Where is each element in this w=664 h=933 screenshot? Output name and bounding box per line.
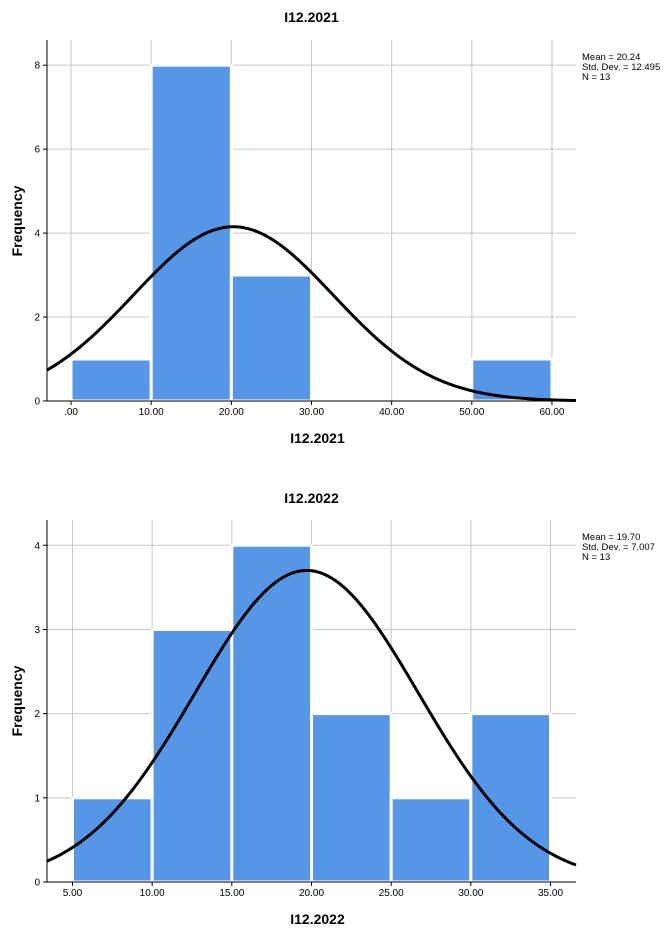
x-tick-label: 5.00 [63, 888, 83, 899]
y-tick-label: 3 [34, 625, 40, 636]
x-tick-label: 15.00 [219, 888, 244, 899]
histogram-bar [69, 357, 153, 403]
y-tick-label: 6 [34, 145, 40, 156]
stats-line: Std. Dev. = 12.495 [582, 62, 660, 73]
x-tick-label: 40.00 [379, 407, 404, 418]
x-tick-label: 25.00 [379, 888, 404, 899]
chart-title: I12.2022 [284, 490, 339, 506]
y-tick-label: 2 [34, 313, 40, 324]
y-tick-label: 2 [34, 709, 40, 720]
histogram-bar [310, 712, 393, 884]
x-tick-label: 60.00 [539, 407, 564, 418]
stats-line: Std. Dev. = 7.007 [582, 542, 655, 553]
histogram-bar [469, 712, 553, 884]
chart-title: I12.2021 [284, 9, 339, 25]
y-tick-label: 1 [34, 793, 40, 804]
histogram-bar [229, 273, 313, 403]
x-tick-label: 30.00 [458, 888, 483, 899]
x-tick-label: 50.00 [459, 407, 484, 418]
x-tick-label: .00 [64, 407, 78, 418]
histogram-bar [149, 63, 233, 403]
x-tick-label: 10.00 [140, 888, 165, 899]
histogram-i12-2022: 5.00 10.00 15.00 20.00 25.00 30.00 35.00 0 1 2 3 4 I… [9, 490, 655, 927]
x-tick-label: 30.00 [299, 407, 324, 418]
stats-line: N = 13 [582, 552, 610, 563]
y-tick-label: 0 [34, 878, 40, 889]
histogram-i12-2021: .00 10.00 20.00 30.00 40.00 50.00 60.00 0 2 4 6 8 I1… [9, 9, 660, 446]
stats-line: Mean = 19.70 [582, 532, 640, 543]
y-tick-label: 8 [34, 61, 40, 72]
stats-line: Mean = 20.24 [582, 52, 640, 63]
normal-curve [46, 225, 577, 402]
x-tick-label: 20.00 [299, 888, 324, 899]
normal-curve [46, 568, 577, 867]
y-tick-label: 4 [34, 229, 40, 240]
x-tick-label: 10.00 [139, 407, 164, 418]
histogram-bar [230, 543, 314, 884]
y-tick-label: 4 [34, 541, 40, 552]
y-axis-label: Frequency [9, 665, 25, 736]
y-axis-label: Frequency [9, 185, 25, 256]
histogram-bar [389, 796, 473, 884]
x-axis-label: I12.2021 [290, 430, 345, 446]
histogram-bar [150, 627, 234, 884]
stats-line: N = 13 [582, 72, 610, 83]
x-axis-label: I12.2022 [290, 911, 345, 927]
y-tick-label: 0 [34, 397, 40, 408]
x-tick-label: 35.00 [538, 888, 563, 899]
x-tick-label: 20.00 [219, 407, 244, 418]
